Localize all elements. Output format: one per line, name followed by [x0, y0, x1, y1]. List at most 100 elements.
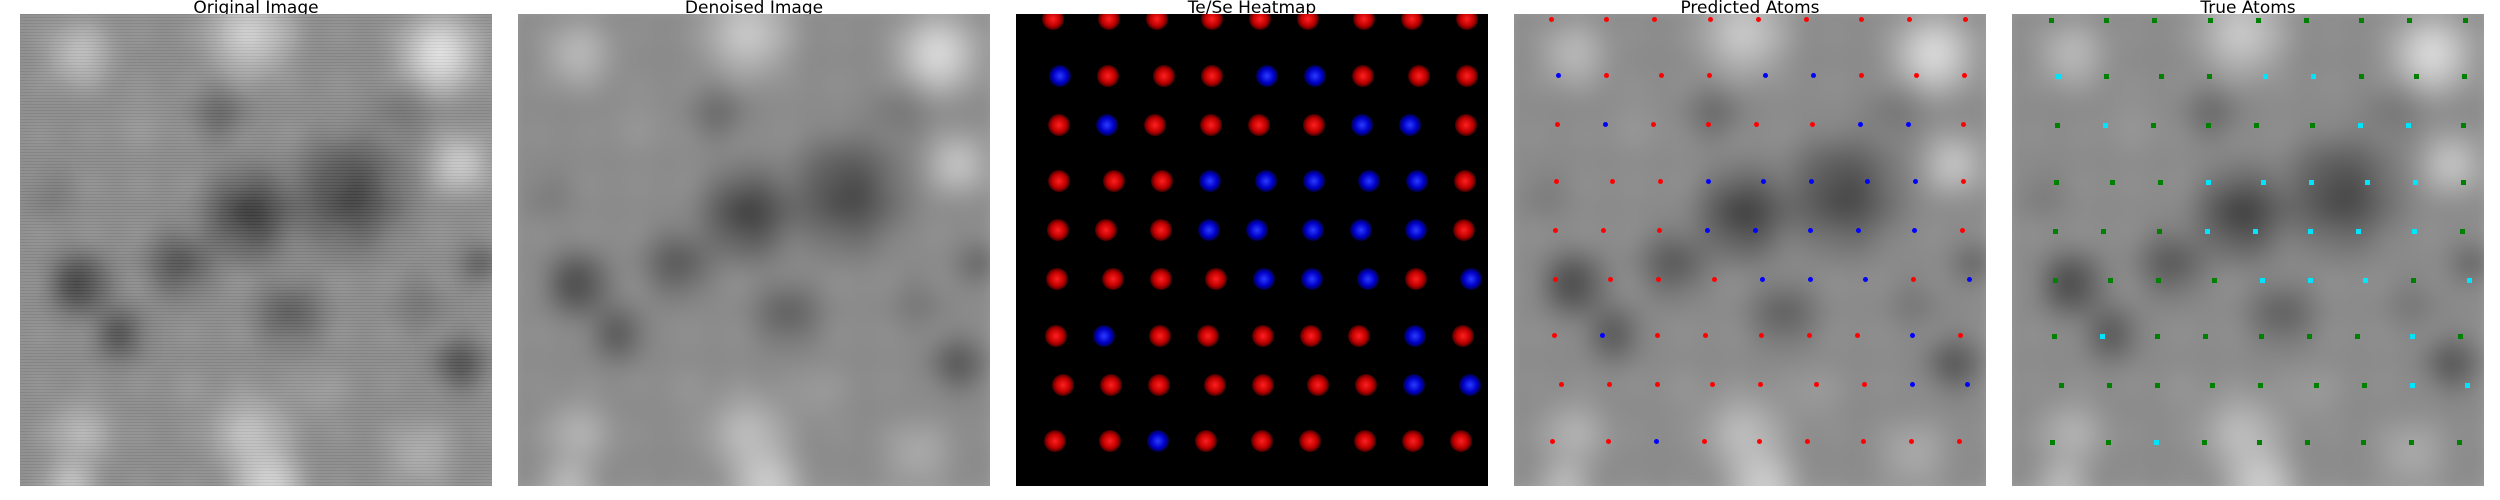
heatmap-te-peak	[1144, 113, 1166, 136]
texture-dot	[24, 68, 56, 100]
true-green-atom	[2152, 17, 2157, 23]
true-green-atom	[2411, 277, 2416, 283]
texture-dot	[672, 268, 704, 300]
texture-dot	[474, 168, 492, 200]
texture-dot	[74, 368, 106, 400]
predicted-red-atom	[1552, 276, 1558, 282]
texture-dot	[772, 268, 804, 300]
predicted-red-atom	[1605, 438, 1611, 444]
texture-dot	[1518, 218, 1550, 250]
heatmap-te-peak	[1450, 430, 1472, 452]
texture-dot	[2266, 418, 2298, 450]
texture-dot	[1968, 318, 1986, 350]
true-cyan-atom	[2308, 228, 2313, 234]
texture-dot	[74, 118, 106, 150]
texture-dot	[2316, 18, 2348, 50]
texture-dot	[374, 418, 406, 450]
texture-dot	[2466, 268, 2484, 300]
texture-dot	[1618, 18, 1650, 50]
texture-dot	[1818, 68, 1850, 100]
heatmap-se-peak	[1093, 324, 1115, 347]
true-cyan-atom	[2307, 277, 2313, 283]
texture-dot	[2416, 418, 2448, 450]
texture-dot	[2066, 268, 2098, 300]
texture-dot	[872, 218, 904, 250]
true-green-atom	[2461, 123, 2466, 128]
texture-dot	[1818, 268, 1850, 300]
texture-dot	[872, 18, 904, 50]
texture-dot	[622, 418, 654, 450]
texture-dot	[1618, 318, 1650, 350]
texture-dot	[1618, 218, 1650, 250]
texture-dot	[522, 218, 554, 250]
predicted-red-atom	[1609, 178, 1615, 184]
true-atoms-panel: True Atoms	[2012, 0, 2484, 486]
texture-dot	[522, 468, 554, 486]
heatmap-te-peak	[1400, 14, 1423, 30]
texture-dot	[24, 168, 56, 200]
texture-dot	[24, 118, 56, 150]
texture-blob	[360, 74, 440, 154]
heatmap-te-peak	[1250, 430, 1273, 452]
texture-dot	[1668, 418, 1700, 450]
texture-dot	[1568, 268, 1600, 300]
heatmap-te-peak	[1251, 373, 1274, 396]
heatmap-te-peak	[1303, 113, 1325, 136]
true-green-atom	[2407, 17, 2412, 23]
texture-dot	[572, 218, 604, 250]
heatmap-se-peak	[1254, 170, 1277, 192]
predicted-red-atom	[1650, 122, 1656, 127]
texture-dot	[2116, 118, 2148, 150]
texture-dot	[772, 218, 804, 250]
predicted-red-atom	[1805, 438, 1810, 444]
true-green-atom	[2305, 439, 2310, 445]
heatmap-se-peak	[1460, 268, 1482, 290]
true-cyan-atom	[2405, 123, 2411, 128]
texture-dot	[672, 68, 704, 100]
heatmap-te-peak	[1199, 113, 1222, 136]
texture-dot	[772, 118, 804, 150]
true-green-atom	[2058, 383, 2064, 388]
texture-dot	[124, 418, 156, 450]
heatmap-se-peak	[1246, 219, 1268, 241]
texture-dot	[2366, 468, 2398, 486]
texture-dot	[722, 268, 754, 300]
texture-dot	[324, 318, 356, 350]
texture-dot	[274, 18, 306, 50]
texture-dot	[2016, 268, 2048, 300]
texture-dot	[324, 18, 356, 50]
heatmap-te-peak	[1099, 430, 1121, 452]
texture-dot	[424, 368, 456, 400]
texture-dot	[2066, 18, 2098, 50]
true-green-atom	[2201, 439, 2207, 445]
texture-dot	[2416, 218, 2448, 250]
predicted-red-atom	[1701, 438, 1707, 444]
true-green-atom	[2306, 334, 2312, 339]
texture-blob	[858, 74, 938, 154]
predicted-blue-atom	[1752, 227, 1758, 233]
texture-dot	[872, 68, 904, 100]
texture-dot	[2466, 418, 2484, 450]
texture-dot	[1768, 368, 1800, 400]
texture-dot	[2266, 368, 2298, 400]
heatmap-se-peak	[1403, 373, 1425, 396]
texture-dot	[1768, 168, 1800, 200]
texture-dot	[772, 68, 804, 100]
texture-dot	[174, 118, 206, 150]
texture-dot	[1618, 268, 1650, 300]
predicted-red-atom	[1601, 227, 1606, 233]
predicted-red-atom	[1652, 16, 1657, 22]
predicted-red-atom	[1703, 333, 1708, 338]
texture-dot	[124, 18, 156, 50]
predicted-blue-atom	[1911, 227, 1917, 233]
texture-blob	[923, 329, 990, 399]
texture-dot	[224, 268, 256, 300]
heatmap-se-peak	[1403, 324, 1426, 347]
texture-dot	[2366, 418, 2398, 450]
texture-dot	[922, 68, 954, 100]
texture-dot	[224, 318, 256, 350]
texture-dot	[1768, 418, 1800, 450]
texture-dot	[1768, 268, 1800, 300]
texture-dot	[174, 18, 206, 50]
true-green-atom	[2054, 179, 2059, 185]
